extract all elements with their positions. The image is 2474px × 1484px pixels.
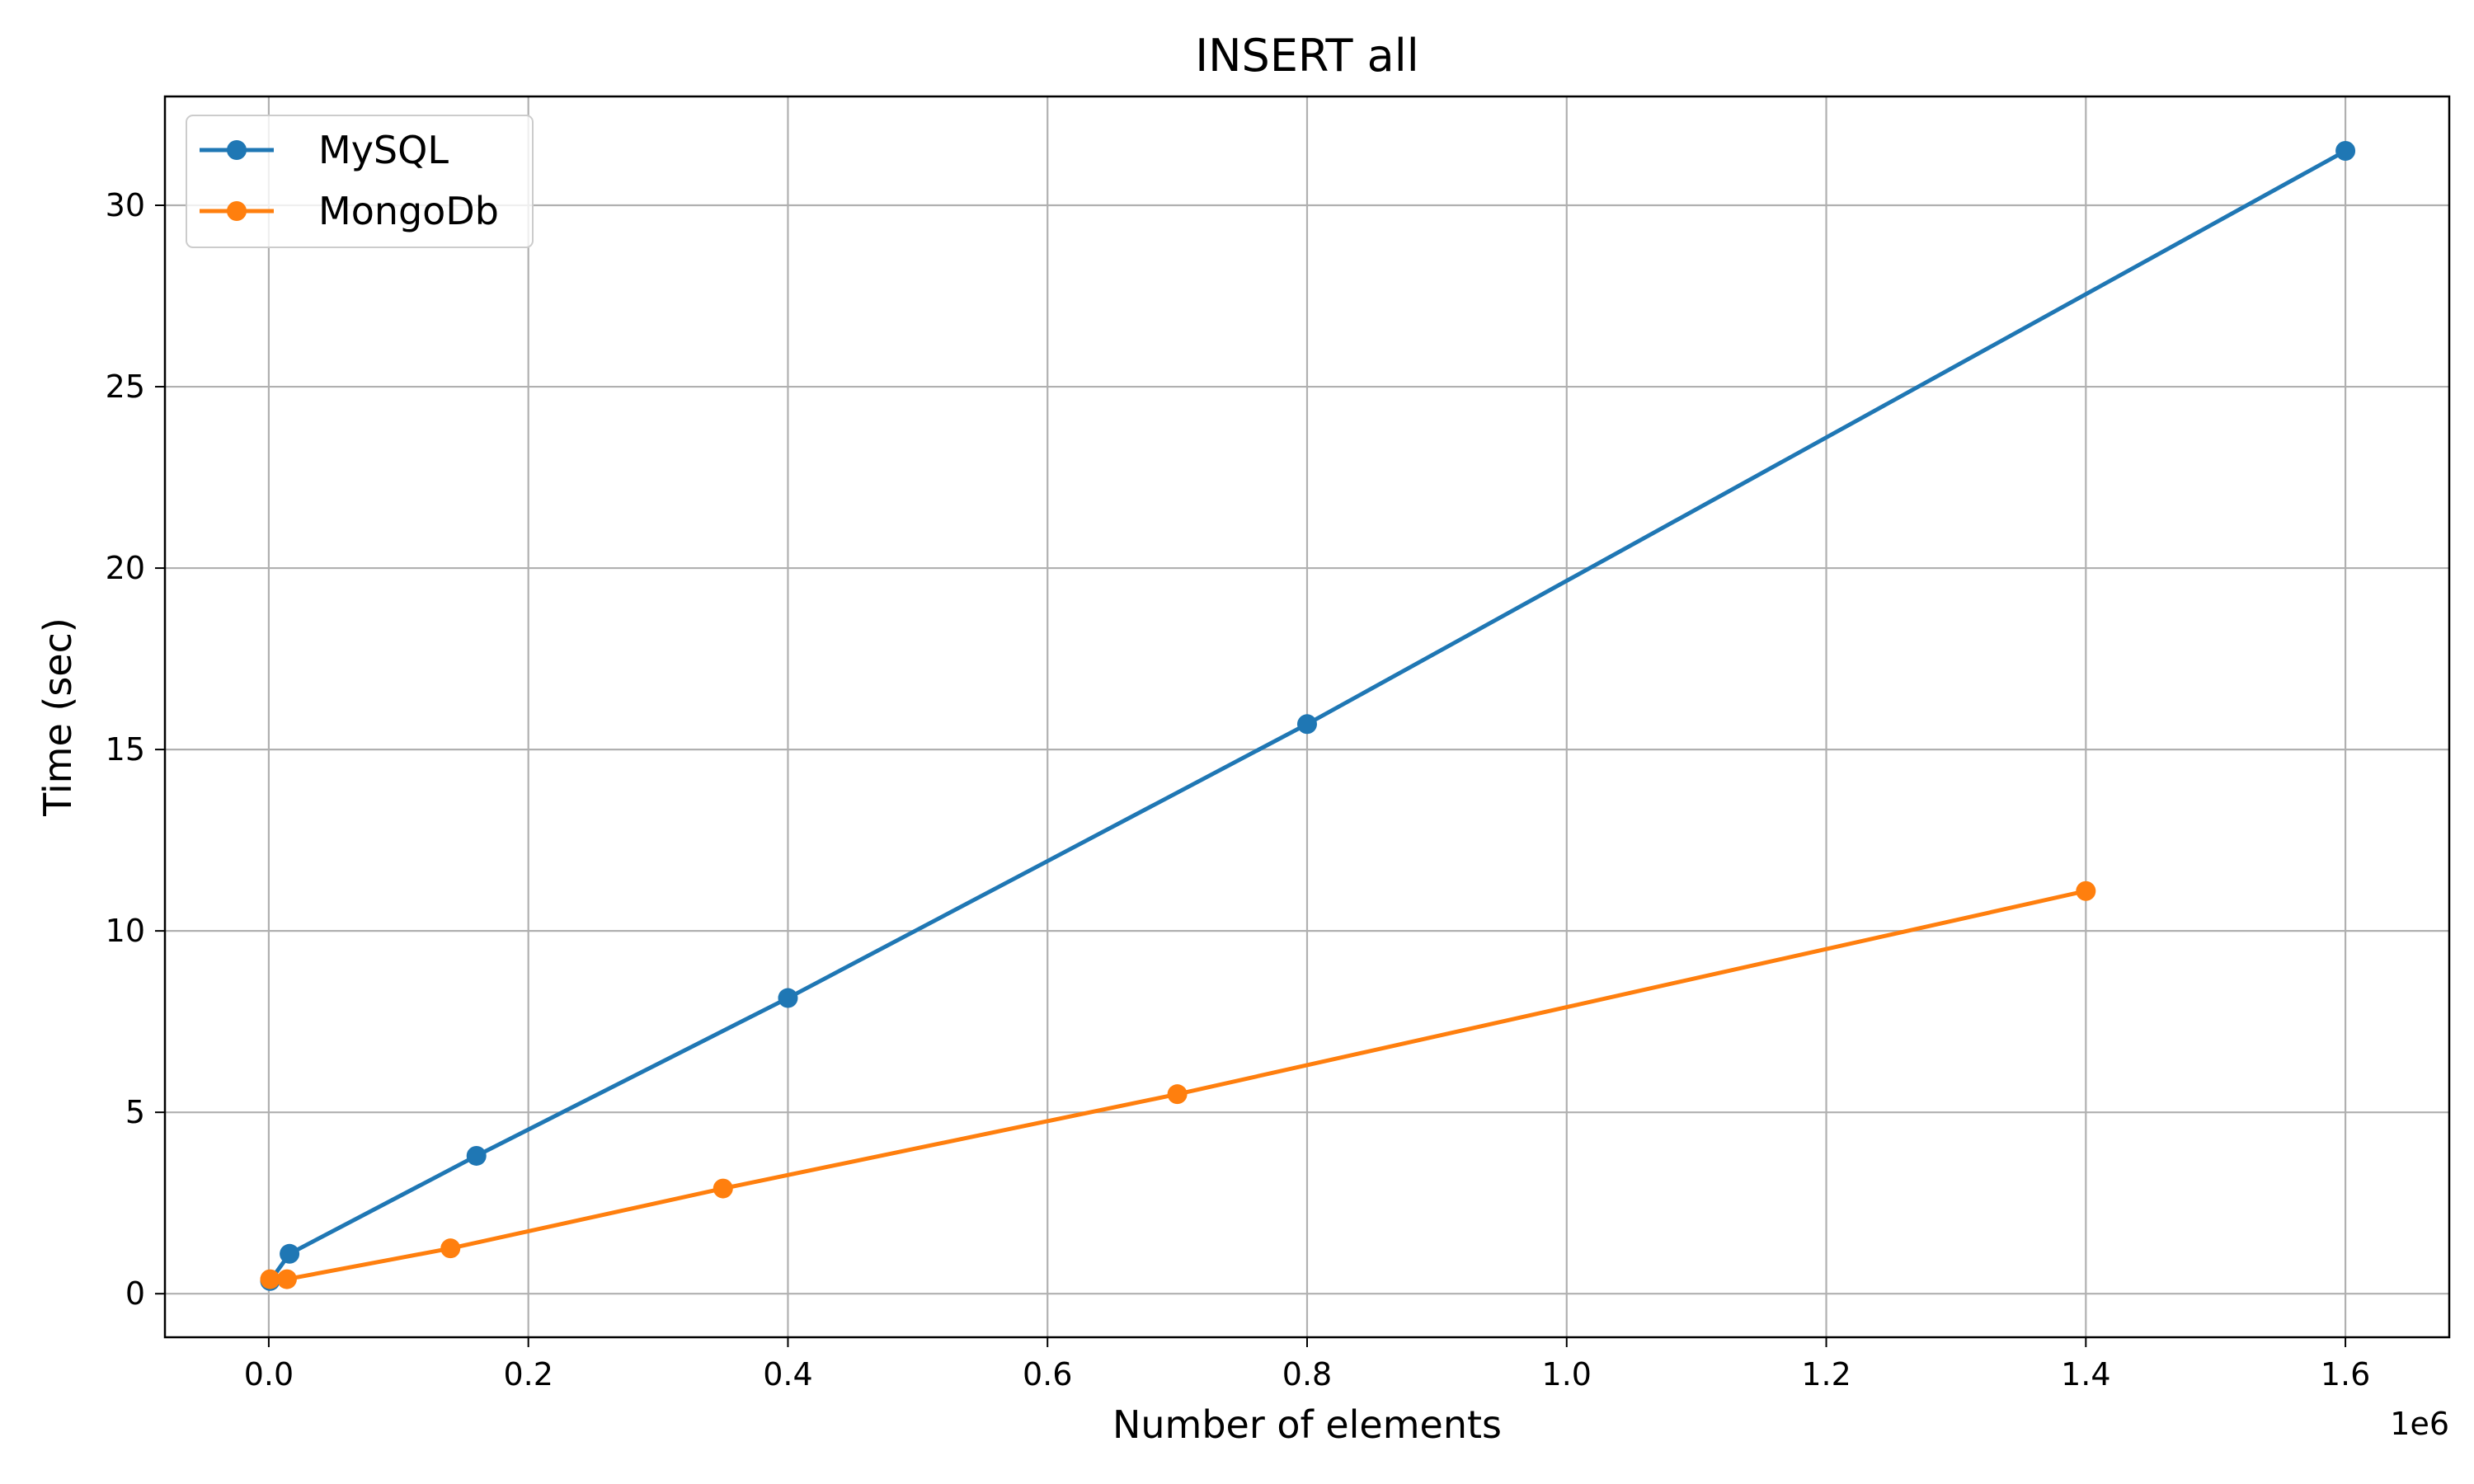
grid-lines [165, 96, 2449, 1337]
x-tick-label: 1.0 [1542, 1356, 1592, 1392]
y-tick-label: 10 [106, 913, 145, 949]
y-tick-label: 15 [106, 731, 145, 768]
data-point-mongodb [2076, 881, 2096, 901]
x-axis-label: Number of elements [1112, 1402, 1502, 1447]
data-point-mysql [2335, 141, 2356, 162]
legend-swatch-marker [227, 201, 247, 221]
x-tick-label: 0.0 [244, 1356, 294, 1392]
data-point-mysql [1297, 714, 1317, 735]
y-tick-label: 5 [125, 1094, 145, 1130]
data-point-mongodb [276, 1269, 297, 1289]
y-tick-label: 0 [125, 1275, 145, 1312]
axis-ticks: 0.0 0.2 0.4 0.6 0.8 1.0 1.2 1.4 1.6 0 5 10 15 20 25 30 [106, 187, 2371, 1392]
data-point-mysql [778, 988, 798, 1008]
legend-label: MySQL [318, 128, 449, 172]
x-axis-offset-label: 1e6 [2390, 1406, 2449, 1442]
chart-title: INSERT all [1195, 30, 1419, 82]
data-point-mongodb [440, 1238, 461, 1259]
legend-item-mongodb: MongoDb [200, 189, 499, 233]
series-layer [260, 141, 2356, 1291]
legend-label: MongoDb [318, 189, 499, 233]
x-tick-label: 0.6 [1023, 1356, 1072, 1392]
legend-item-mysql: MySQL [200, 128, 449, 172]
y-tick-label: 20 [106, 550, 145, 586]
y-tick-label: 25 [106, 369, 145, 405]
x-tick-label: 1.2 [1801, 1356, 1851, 1392]
legend-swatch-marker [227, 140, 247, 160]
series-mongodb [260, 881, 2096, 1289]
data-point-mongodb [260, 1269, 280, 1289]
data-point-mysql [466, 1145, 487, 1166]
x-tick-label: 0.2 [503, 1356, 553, 1392]
data-point-mongodb [713, 1178, 733, 1199]
x-tick-label: 1.4 [2061, 1356, 2110, 1392]
legend: MySQL MongoDb [186, 115, 534, 248]
x-tick-label: 0.8 [1282, 1356, 1332, 1392]
data-point-mysql [280, 1243, 300, 1264]
x-tick-label: 0.4 [763, 1356, 812, 1392]
y-axis-label: Time (sec) [35, 618, 80, 817]
x-tick-label: 1.6 [2321, 1356, 2370, 1392]
data-point-mongodb [1167, 1084, 1188, 1105]
y-tick-label: 30 [106, 187, 145, 223]
